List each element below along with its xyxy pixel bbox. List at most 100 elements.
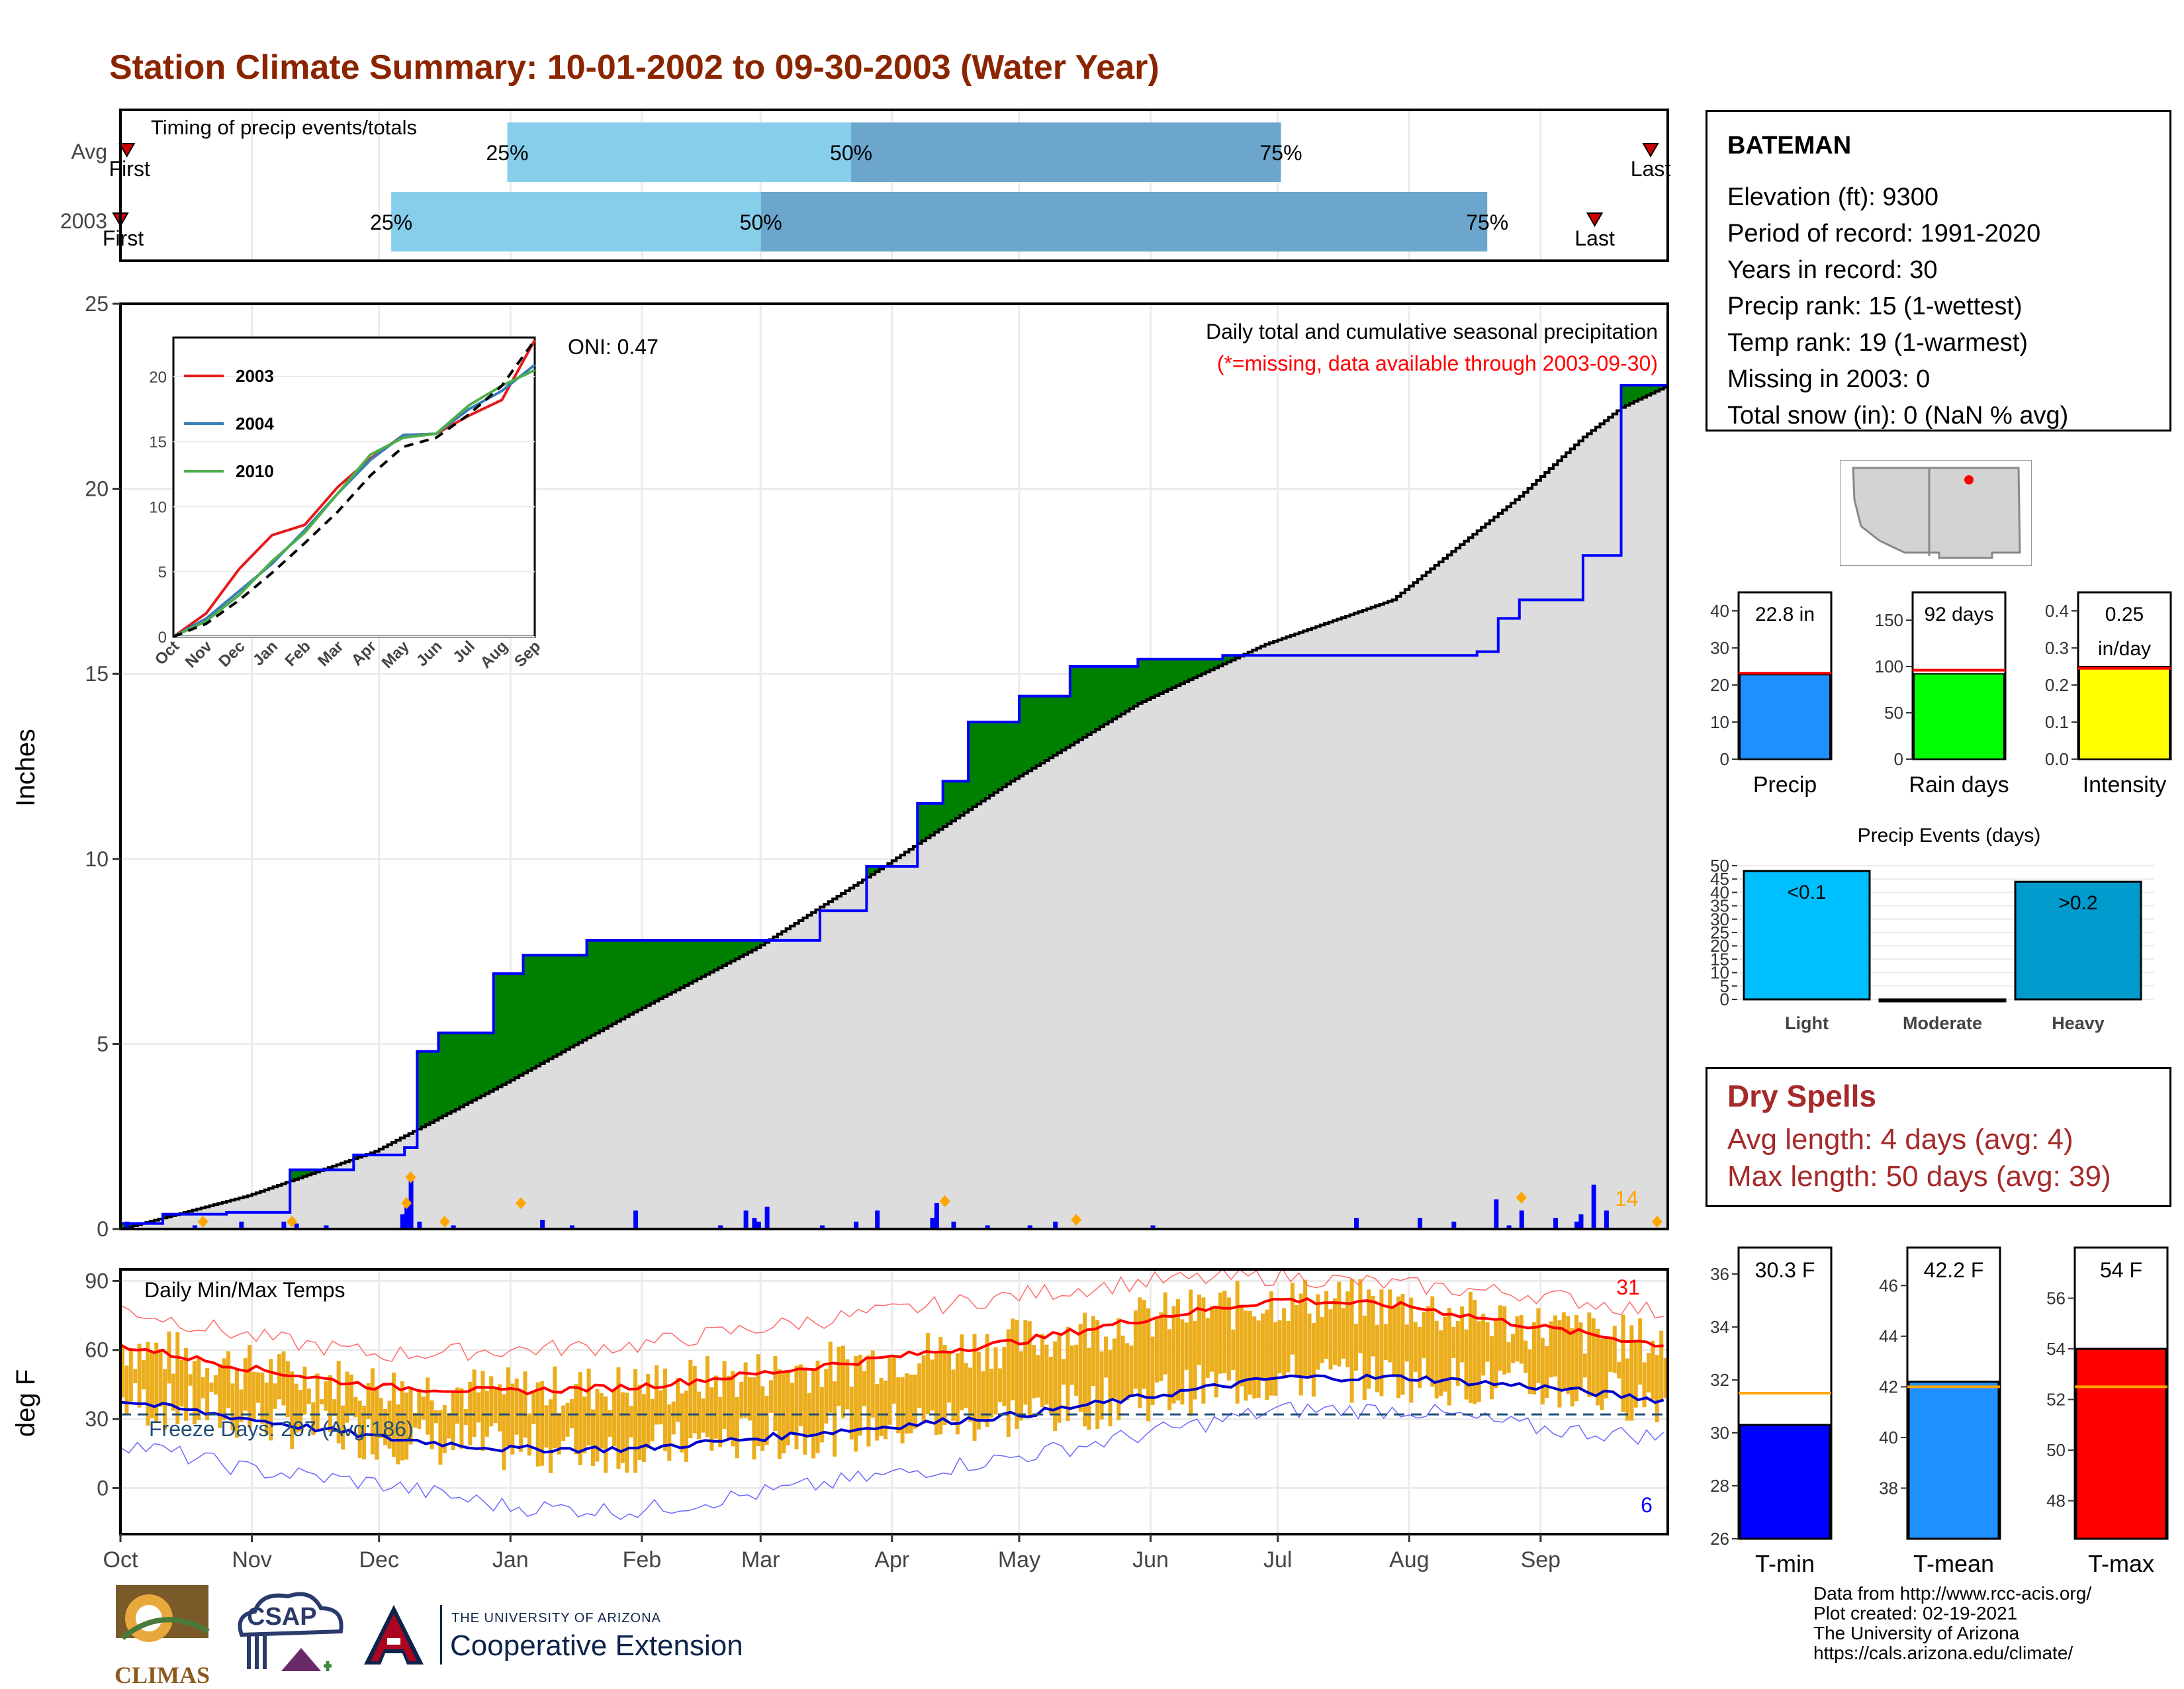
timing-first-label: First bbox=[103, 226, 144, 250]
daily-temp-range-bar bbox=[1519, 1314, 1524, 1364]
events-ytick-label: 20 bbox=[1710, 936, 1729, 956]
precip-anomaly-fill bbox=[650, 940, 655, 1003]
daily-temp-range-bar bbox=[1201, 1297, 1206, 1404]
daily-temp-range-bar bbox=[1524, 1340, 1528, 1373]
temp-summary-ytick-label: 50 bbox=[2046, 1440, 2066, 1460]
precip-anomaly-fill bbox=[1638, 385, 1643, 400]
daily-temp-range-bar bbox=[997, 1368, 1002, 1402]
daily-temp-range-bar bbox=[1244, 1310, 1248, 1401]
station-location-marker bbox=[1964, 475, 1974, 484]
precip-anomaly-fill bbox=[1074, 666, 1079, 743]
precip-anomaly-fill bbox=[574, 955, 579, 1045]
observed-cumulative-line bbox=[120, 384, 1668, 1225]
daily-temp-range-bar bbox=[709, 1387, 714, 1451]
daily-precip-bar bbox=[400, 1214, 405, 1229]
daily-temp-range-bar bbox=[463, 1409, 468, 1425]
daily-temp-range-bar bbox=[1447, 1307, 1451, 1406]
freeze-days-label: Freeze Days: 207 (Avg:186) bbox=[149, 1417, 414, 1441]
footer-url: https://cals.arizona.edu/climate/ bbox=[1813, 1643, 2073, 1663]
precip-ytick-label: 10 bbox=[85, 847, 109, 871]
heavy-event-marker bbox=[516, 1197, 527, 1209]
daily-temp-range-bar bbox=[960, 1334, 964, 1410]
daily-temp-range-bar bbox=[1193, 1321, 1197, 1400]
daily-temp-range-bar bbox=[1621, 1314, 1625, 1412]
precip-anomaly-fill bbox=[506, 974, 511, 1083]
events-bar-label: <0.1 bbox=[1787, 882, 1826, 903]
heavy-event-marker bbox=[1651, 1215, 1662, 1228]
precip-anomaly-fill bbox=[688, 940, 694, 983]
footer-data-source: Data from http://www.rcc-acis.org/ bbox=[1813, 1583, 2092, 1604]
precip-anomaly-fill bbox=[676, 940, 681, 990]
precip-anomaly-fill bbox=[298, 1169, 304, 1178]
daily-temp-range-bar bbox=[1629, 1325, 1634, 1421]
daily-temp-range-bar bbox=[705, 1355, 709, 1438]
precip-anomaly-fill bbox=[480, 1032, 486, 1096]
daily-temp-range-bar bbox=[426, 1377, 430, 1435]
daily-temp-range-bar bbox=[578, 1372, 582, 1465]
daily-temp-range-bar bbox=[896, 1377, 901, 1434]
station-years: Years in record: 30 bbox=[1727, 256, 1938, 284]
daily-temp-range-bar bbox=[1638, 1318, 1643, 1385]
daily-temp-range-bar bbox=[311, 1402, 316, 1436]
daily-temp-range-bar bbox=[1087, 1347, 1091, 1430]
precip-anomaly-fill bbox=[866, 866, 872, 878]
temp-ytick-label: 90 bbox=[85, 1269, 109, 1293]
record-min-line bbox=[120, 1401, 1664, 1520]
precip-anomaly-fill bbox=[540, 955, 545, 1064]
daily-temp-range-bar bbox=[1404, 1324, 1409, 1362]
summary-ytick-label: 20 bbox=[1710, 675, 1729, 695]
daily-temp-range-bar bbox=[1570, 1328, 1574, 1406]
daily-temp-range-bar bbox=[1362, 1315, 1367, 1400]
daily-temp-range-bar bbox=[442, 1404, 447, 1453]
daily-precip-bar bbox=[1451, 1221, 1457, 1229]
summary-bar-value-unit: in/day bbox=[2098, 638, 2151, 660]
precip-anomaly-fill bbox=[353, 1155, 359, 1159]
daily-temp-range-bar bbox=[1006, 1329, 1011, 1438]
summary-ytick-label: 0 bbox=[1720, 749, 1729, 769]
daily-temp-range-bar bbox=[951, 1369, 956, 1422]
temp-count-max: 31 bbox=[1616, 1275, 1640, 1299]
daily-temp-range-bar bbox=[828, 1342, 833, 1413]
daily-temp-range-bar bbox=[833, 1381, 837, 1457]
precip-anomaly-fill bbox=[434, 1051, 439, 1120]
daily-temp-range-bar bbox=[985, 1334, 989, 1427]
daily-temp-range-bar bbox=[612, 1390, 617, 1447]
daily-temp-range-bar bbox=[1608, 1338, 1613, 1372]
precip-anomaly-fill bbox=[493, 974, 498, 1089]
daily-temp-range-bar bbox=[1078, 1324, 1083, 1412]
daily-temp-range-bar bbox=[472, 1369, 477, 1437]
precip-anomaly-fill bbox=[294, 1169, 299, 1180]
events-title: Precip Events (days) bbox=[1858, 825, 2041, 846]
precip-anomaly-fill bbox=[1015, 721, 1020, 779]
precip-anomaly-fill bbox=[875, 866, 880, 872]
daily-temp-range-bar bbox=[676, 1378, 680, 1422]
temp-summary-ytick-label: 42 bbox=[1879, 1377, 1898, 1396]
daily-temp-range-bar bbox=[260, 1372, 265, 1424]
daily-temp-range-bar bbox=[1167, 1329, 1172, 1410]
inset-series-2010 bbox=[173, 369, 535, 638]
precip-ylabel: Inches bbox=[11, 729, 40, 807]
temp-ytick-label: 60 bbox=[85, 1338, 109, 1362]
precip-anomaly-fill bbox=[709, 940, 715, 972]
events-ytick-label: 5 bbox=[1720, 976, 1729, 996]
precip-anomaly-fill bbox=[659, 940, 664, 999]
precip-anomaly-fill bbox=[926, 803, 931, 839]
daily-temp-range-bar bbox=[1324, 1291, 1329, 1359]
precip-anomaly-fill bbox=[442, 1032, 447, 1116]
daily-temp-range-bar bbox=[1379, 1289, 1384, 1396]
heavy-event-marker bbox=[401, 1197, 412, 1209]
daily-temp-range-bar bbox=[604, 1396, 608, 1473]
daily-temp-range-bar bbox=[222, 1358, 226, 1420]
temp-count-min: 6 bbox=[1641, 1493, 1653, 1517]
temp-summary-value: 42.2 F bbox=[1924, 1258, 1984, 1282]
precip-anomaly-fill bbox=[1222, 655, 1228, 664]
daily-temp-range-bar bbox=[1515, 1316, 1520, 1362]
timing-pct-label: 25% bbox=[370, 210, 412, 234]
heavy-event-marker bbox=[405, 1171, 416, 1183]
precip-anomaly-fill bbox=[595, 940, 600, 1033]
precip-anomaly-fill bbox=[942, 781, 948, 827]
precip-anomaly-fill bbox=[692, 940, 698, 981]
daily-temp-range-bar bbox=[514, 1378, 519, 1435]
precip-anomaly-fill bbox=[616, 940, 621, 1022]
daily-temp-range-bar bbox=[1358, 1279, 1363, 1353]
